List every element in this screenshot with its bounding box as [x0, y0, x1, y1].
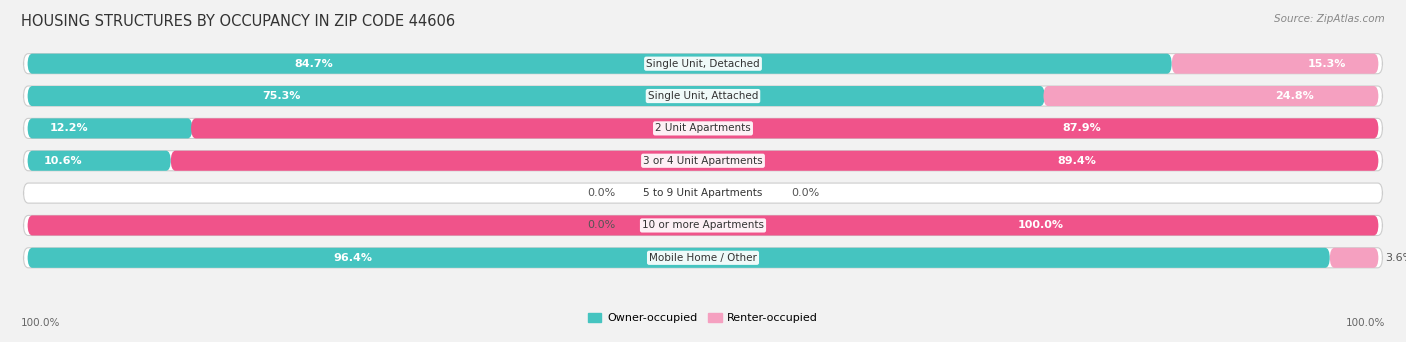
FancyBboxPatch shape [28, 248, 1330, 268]
FancyBboxPatch shape [28, 151, 170, 171]
FancyBboxPatch shape [24, 151, 1382, 171]
Text: 24.8%: 24.8% [1275, 91, 1315, 101]
FancyBboxPatch shape [28, 118, 193, 139]
Legend: Owner-occupied, Renter-occupied: Owner-occupied, Renter-occupied [583, 308, 823, 328]
Text: 0.0%: 0.0% [586, 221, 616, 231]
FancyBboxPatch shape [191, 118, 1378, 139]
Text: Single Unit, Detached: Single Unit, Detached [647, 59, 759, 69]
Text: 0.0%: 0.0% [790, 188, 820, 198]
FancyBboxPatch shape [24, 248, 1382, 268]
Text: 12.2%: 12.2% [49, 123, 89, 133]
Text: 100.0%: 100.0% [1346, 318, 1385, 328]
FancyBboxPatch shape [28, 86, 1045, 106]
FancyBboxPatch shape [1171, 54, 1378, 74]
FancyBboxPatch shape [24, 86, 1382, 106]
FancyBboxPatch shape [1330, 248, 1378, 268]
Text: 89.4%: 89.4% [1057, 156, 1095, 166]
Text: 84.7%: 84.7% [294, 59, 333, 69]
Text: 5 to 9 Unit Apartments: 5 to 9 Unit Apartments [644, 188, 762, 198]
Text: 100.0%: 100.0% [21, 318, 60, 328]
Text: Source: ZipAtlas.com: Source: ZipAtlas.com [1274, 14, 1385, 24]
FancyBboxPatch shape [24, 183, 1382, 203]
Text: 0.0%: 0.0% [586, 188, 616, 198]
Text: Mobile Home / Other: Mobile Home / Other [650, 253, 756, 263]
FancyBboxPatch shape [170, 151, 1378, 171]
Text: 15.3%: 15.3% [1308, 59, 1346, 69]
FancyBboxPatch shape [28, 54, 1171, 74]
FancyBboxPatch shape [24, 118, 1382, 139]
Text: 87.9%: 87.9% [1062, 123, 1101, 133]
Text: 10 or more Apartments: 10 or more Apartments [643, 221, 763, 231]
Text: 10.6%: 10.6% [44, 156, 83, 166]
FancyBboxPatch shape [28, 215, 1378, 236]
FancyBboxPatch shape [24, 54, 1382, 74]
Text: 3.6%: 3.6% [1385, 253, 1406, 263]
Text: 100.0%: 100.0% [1018, 221, 1064, 231]
Text: HOUSING STRUCTURES BY OCCUPANCY IN ZIP CODE 44606: HOUSING STRUCTURES BY OCCUPANCY IN ZIP C… [21, 14, 456, 29]
Text: 3 or 4 Unit Apartments: 3 or 4 Unit Apartments [643, 156, 763, 166]
FancyBboxPatch shape [1043, 86, 1378, 106]
Text: 96.4%: 96.4% [333, 253, 373, 263]
FancyBboxPatch shape [24, 215, 1382, 236]
Text: 75.3%: 75.3% [263, 91, 301, 101]
Text: 2 Unit Apartments: 2 Unit Apartments [655, 123, 751, 133]
Text: Single Unit, Attached: Single Unit, Attached [648, 91, 758, 101]
